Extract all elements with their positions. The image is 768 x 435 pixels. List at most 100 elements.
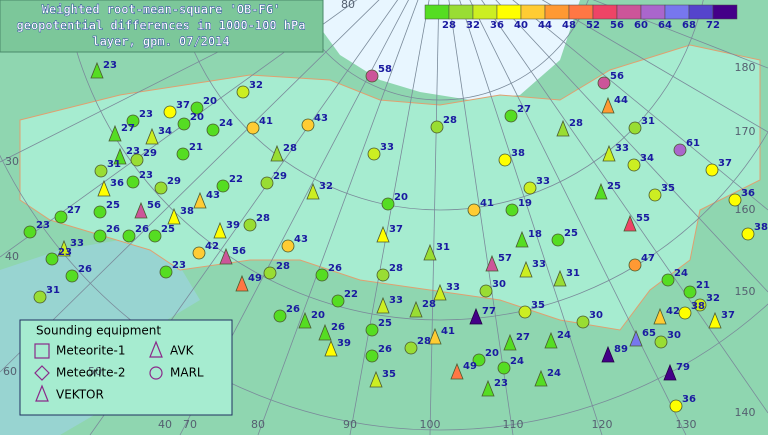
- station-value: 23: [36, 220, 50, 231]
- station-value: 22: [229, 174, 243, 185]
- marker-circle: [45, 252, 59, 266]
- marker-circle: [376, 268, 390, 282]
- marker-triangle: [602, 144, 616, 162]
- scale-swatch: [616, 4, 642, 20]
- marker-circle: [669, 399, 683, 413]
- station-value: 28: [422, 299, 436, 310]
- marker-circle: [497, 361, 511, 375]
- scale-swatch: [544, 4, 570, 20]
- marker-triangle: [376, 296, 390, 314]
- station-value: 23: [126, 146, 140, 157]
- marker-triangle: [623, 214, 637, 232]
- station-value: 36: [741, 188, 755, 199]
- station-value: 29: [167, 176, 181, 187]
- station-value: 27: [121, 123, 135, 134]
- marker-circle: [126, 114, 140, 128]
- marker-triangle: [306, 182, 320, 200]
- marker-triangle: [409, 300, 423, 318]
- marker-circle: [576, 315, 590, 329]
- station-value: 28: [569, 118, 583, 129]
- scale-swatch: [640, 4, 666, 20]
- station-value: 38: [180, 206, 194, 217]
- station-value: 30: [667, 330, 681, 341]
- marker-circle: [365, 69, 379, 83]
- station-value: 42: [205, 241, 219, 252]
- station-value: 35: [382, 369, 396, 380]
- station-value: 33: [536, 176, 550, 187]
- station-value: 39: [337, 338, 351, 349]
- marker-circle: [673, 143, 687, 157]
- marker-circle: [741, 227, 755, 241]
- graticule-label: 140: [735, 406, 756, 419]
- marker-circle: [93, 205, 107, 219]
- scale-swatch: [424, 4, 450, 20]
- graticule-label: 170: [735, 125, 756, 138]
- marker-triangle: [433, 283, 447, 301]
- legend-item: VEKTOR: [56, 388, 104, 402]
- graticule-label: 60: [3, 365, 17, 378]
- station-value: 23: [172, 260, 186, 271]
- station-value: 24: [674, 268, 688, 279]
- station-value: 30: [492, 279, 506, 290]
- station-value: 26: [106, 224, 120, 235]
- station-value: 47: [641, 253, 655, 264]
- station-value: 89: [614, 344, 628, 355]
- scale-swatch: [568, 4, 594, 20]
- graticule-label: 50: [88, 365, 102, 378]
- station-value: 27: [517, 104, 531, 115]
- graticule-label: 70: [183, 418, 197, 431]
- marker-triangle: [519, 260, 533, 278]
- graticule-label: 40: [158, 418, 172, 431]
- marker-triangle: [270, 144, 284, 162]
- station-value: 56: [232, 246, 246, 257]
- marker-circle: [430, 120, 444, 134]
- marker-circle: [551, 233, 565, 247]
- legend-item: MARL: [170, 366, 204, 380]
- station-value: 49: [248, 273, 262, 284]
- station-value: 29: [273, 171, 287, 182]
- station-value: 38: [691, 301, 705, 312]
- title-line: layer, gpm. 07/2014: [92, 35, 229, 49]
- marker-circle: [365, 323, 379, 337]
- station-value: 23: [139, 170, 153, 181]
- station-value: 27: [67, 205, 81, 216]
- graticule-label: 30: [5, 155, 19, 168]
- station-value: 30: [589, 310, 603, 321]
- marker-circle: [23, 225, 37, 239]
- station-value: 32: [706, 293, 720, 304]
- marker-circle: [148, 229, 162, 243]
- scale-swatch: [472, 4, 498, 20]
- station-value: 43: [294, 234, 308, 245]
- station-value: 28: [256, 213, 270, 224]
- station-value: 39: [226, 220, 240, 231]
- station-value: 24: [510, 356, 524, 367]
- marker-circle: [518, 305, 532, 319]
- marker-triangle: [601, 345, 615, 363]
- marker-circle: [273, 309, 287, 323]
- station-value: 37: [721, 310, 735, 321]
- station-value: 41: [441, 326, 455, 337]
- station-value: 37: [389, 224, 403, 235]
- title-box: [0, 0, 324, 53]
- station-value: 42: [666, 306, 680, 317]
- station-value: 25: [106, 200, 120, 211]
- station-value: 26: [331, 322, 345, 333]
- station-value: 33: [389, 295, 403, 306]
- marker-circle: [404, 341, 418, 355]
- equipment-legend: [19, 319, 233, 416]
- marker-circle: [192, 246, 206, 260]
- station-value: 41: [259, 116, 273, 127]
- scale-label: 48: [562, 20, 576, 31]
- marker-triangle: [450, 362, 464, 380]
- marker-circle: [154, 181, 168, 195]
- marker-circle: [472, 353, 486, 367]
- marker-triangle: [324, 339, 338, 357]
- marker-triangle: [235, 274, 249, 292]
- station-value: 37: [718, 158, 732, 169]
- scale-label: 52: [586, 20, 600, 31]
- marker-diamond: [34, 365, 50, 381]
- station-value: 28: [417, 336, 431, 347]
- marker-circle: [33, 290, 47, 304]
- station-value: 36: [682, 394, 696, 405]
- scale-swatch: [592, 4, 618, 20]
